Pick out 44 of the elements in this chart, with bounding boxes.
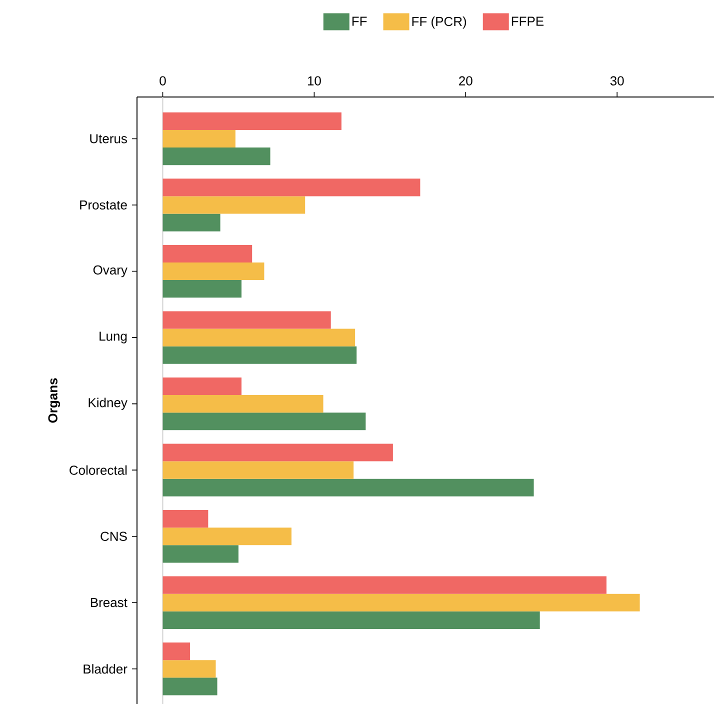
y-tick-label: Uterus bbox=[90, 134, 127, 144]
y-tick-label: Breast bbox=[90, 598, 128, 608]
y-tick-label: Lung bbox=[100, 332, 127, 344]
x-tick-label: 0 bbox=[160, 76, 166, 86]
bar bbox=[162, 328, 356, 346]
bar bbox=[162, 545, 238, 563]
y-tick-label: Prostate bbox=[80, 200, 127, 210]
bar bbox=[162, 244, 252, 262]
y-tick-label: Kidney bbox=[88, 398, 128, 410]
legend-label: FF (PCR) bbox=[412, 16, 466, 29]
bar bbox=[162, 130, 236, 148]
x-tick-label: 30 bbox=[610, 76, 624, 86]
bar bbox=[162, 444, 393, 462]
bar bbox=[162, 642, 190, 660]
bar bbox=[162, 311, 331, 329]
y-tick-label: Bladder bbox=[84, 664, 128, 674]
bar bbox=[162, 112, 342, 130]
y-tick-label: Ovary bbox=[93, 265, 128, 278]
bar bbox=[162, 148, 270, 166]
bar bbox=[162, 528, 292, 546]
legend-label: FFPE bbox=[512, 16, 544, 26]
bar bbox=[162, 510, 208, 528]
bar bbox=[162, 412, 366, 430]
bar bbox=[162, 214, 220, 232]
bar bbox=[162, 196, 306, 214]
bar bbox=[162, 576, 606, 594]
bar bbox=[162, 611, 540, 629]
y-axis-title: Organs bbox=[48, 378, 60, 423]
y-tick-label: Colorectal bbox=[70, 465, 127, 475]
bar bbox=[162, 478, 534, 496]
bar bbox=[162, 660, 216, 678]
x-tick-label: 20 bbox=[459, 76, 472, 86]
bar bbox=[162, 262, 264, 280]
bar bbox=[162, 395, 324, 413]
legend-label: FF bbox=[352, 16, 367, 26]
bar bbox=[162, 461, 354, 479]
bar bbox=[162, 594, 640, 612]
bar bbox=[162, 377, 242, 396]
x-tick-label: 10 bbox=[308, 76, 321, 86]
bar bbox=[162, 280, 242, 298]
y-tick-label: CNS bbox=[100, 532, 127, 541]
bar bbox=[162, 178, 420, 196]
bar bbox=[162, 678, 218, 696]
bar bbox=[162, 346, 357, 364]
